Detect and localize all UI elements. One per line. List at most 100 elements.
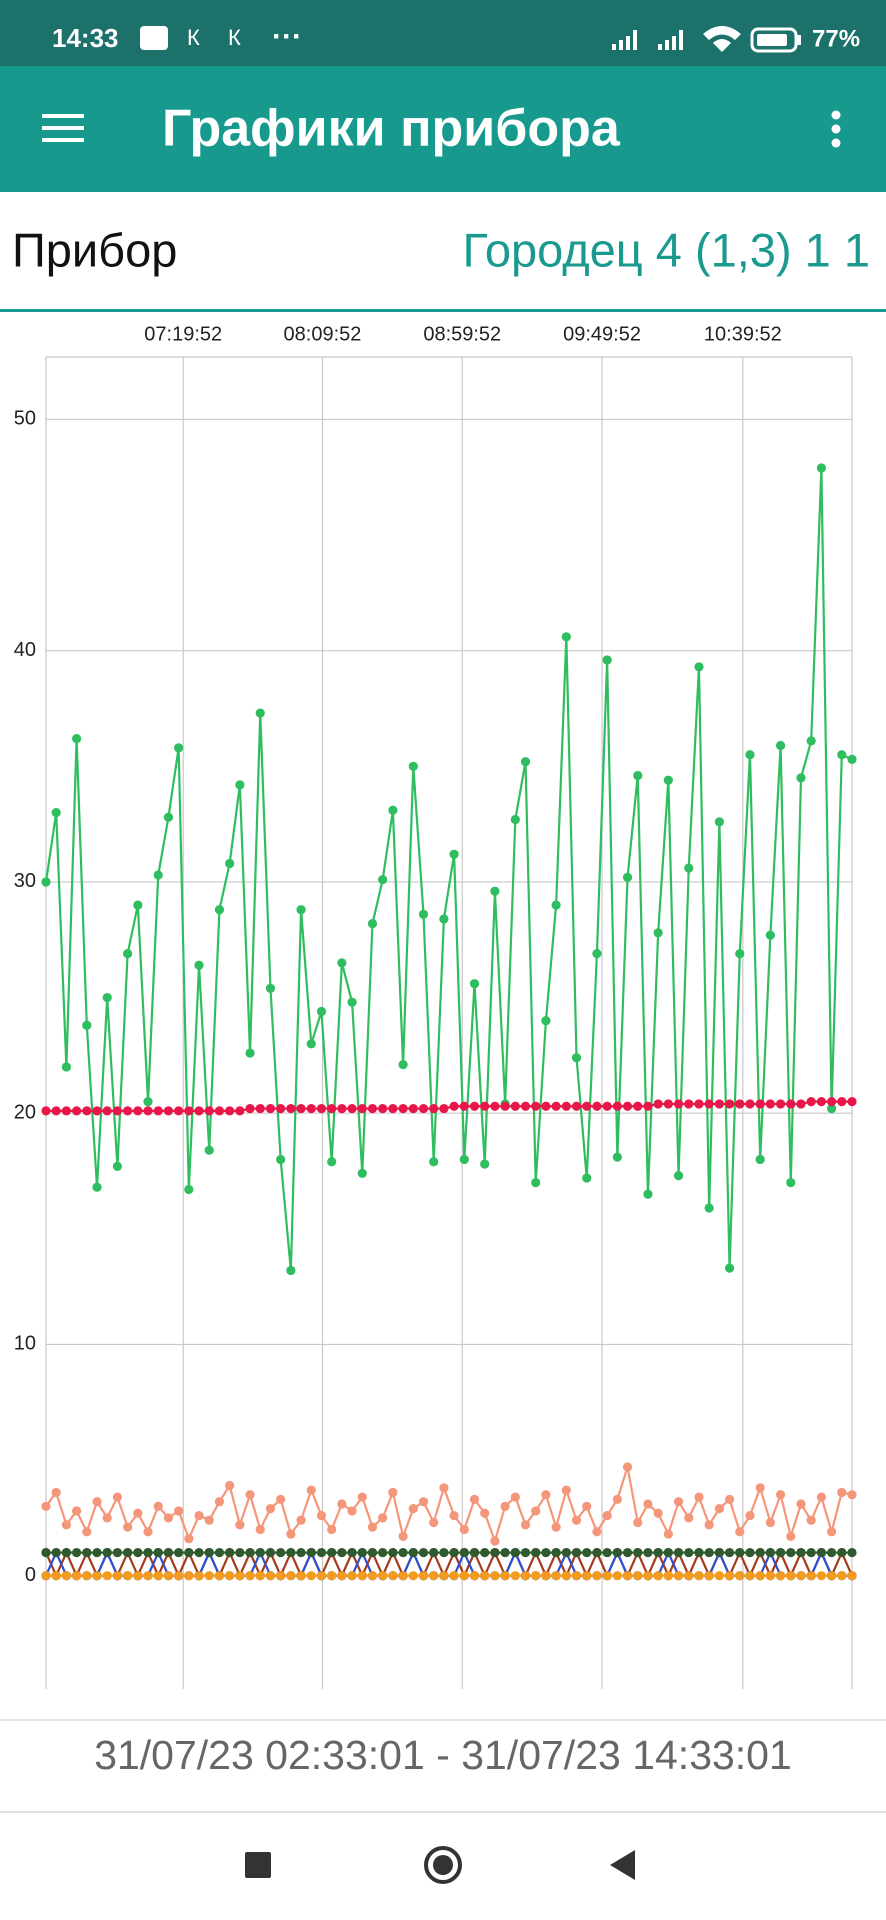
data-point	[704, 1571, 714, 1581]
data-point	[796, 773, 806, 783]
data-point	[184, 1106, 194, 1116]
data-point	[72, 733, 82, 744]
data-point	[225, 1547, 235, 1558]
data-point	[398, 1531, 408, 1541]
x-tick-label: 08:59:52	[423, 323, 501, 345]
data-point	[816, 1571, 826, 1581]
device-value[interactable]: Городец 4 (1,3) 1 1	[463, 223, 870, 276]
data-point	[582, 1547, 592, 1558]
data-point	[439, 1483, 449, 1493]
data-point	[490, 1536, 500, 1546]
data-point	[153, 1501, 163, 1511]
data-point	[796, 1099, 806, 1109]
nav-back[interactable]	[610, 1850, 635, 1880]
data-point	[276, 1571, 286, 1581]
data-point	[367, 1547, 378, 1558]
data-point	[459, 1524, 469, 1535]
data-point	[673, 1099, 684, 1109]
data-point	[633, 770, 643, 781]
data-point	[123, 949, 133, 959]
data-point	[765, 1547, 775, 1558]
data-point	[255, 1524, 265, 1535]
data-point	[571, 1571, 582, 1581]
data-point	[255, 708, 265, 718]
data-point	[531, 1571, 541, 1581]
data-point	[82, 1527, 92, 1537]
divider	[0, 1719, 886, 1721]
data-point	[663, 1571, 673, 1581]
data-point	[235, 1520, 245, 1530]
data-point	[235, 1106, 245, 1116]
data-point	[806, 1097, 816, 1107]
data-point	[510, 814, 520, 825]
data-point	[735, 1547, 745, 1558]
x-tick-label: 07:19:52	[144, 323, 222, 345]
data-point	[796, 1499, 806, 1509]
data-point	[551, 1571, 561, 1581]
data-point	[755, 1483, 765, 1493]
data-point	[163, 812, 174, 822]
data-point	[561, 1547, 571, 1558]
data-point	[418, 1103, 429, 1114]
data-point	[225, 858, 235, 869]
data-point	[163, 1106, 174, 1116]
data-point	[327, 1157, 337, 1167]
data-point	[724, 1263, 735, 1273]
nav-recents[interactable]	[245, 1852, 271, 1878]
time-range[interactable]: 31/07/23 02:33:01 - 31/07/23 14:33:01	[94, 1732, 792, 1778]
data-point	[255, 1103, 265, 1114]
data-point	[194, 1571, 204, 1581]
data-point	[633, 1101, 643, 1111]
data-point	[306, 1039, 316, 1049]
data-point	[133, 900, 143, 910]
data-point	[357, 1492, 367, 1502]
data-point	[684, 1571, 694, 1581]
data-point	[143, 1527, 153, 1537]
data-point	[204, 1547, 214, 1558]
data-point	[510, 1101, 520, 1111]
data-point	[337, 1103, 347, 1114]
data-point	[123, 1522, 133, 1532]
data-point	[602, 1547, 612, 1558]
data-point	[296, 905, 306, 915]
data-point	[786, 1099, 796, 1109]
data-point	[92, 1547, 102, 1558]
data-point	[439, 1103, 449, 1114]
data-point	[418, 1547, 429, 1558]
data-point	[622, 1547, 633, 1558]
data-point	[174, 1547, 184, 1558]
data-point	[327, 1571, 337, 1581]
data-point	[398, 1571, 408, 1581]
x-tick-label: 08:09:52	[284, 323, 362, 345]
data-point	[367, 1571, 378, 1581]
overflow-menu[interactable]	[831, 110, 841, 148]
data-point	[469, 979, 480, 989]
data-point	[306, 1571, 316, 1581]
data-point	[571, 1101, 582, 1111]
data-point	[133, 1547, 143, 1558]
data-point	[541, 1101, 551, 1111]
data-point	[633, 1571, 643, 1581]
y-tick-label: 30	[14, 870, 36, 892]
data-point	[704, 1099, 714, 1109]
data-point	[388, 1487, 398, 1498]
data-point	[51, 807, 61, 818]
data-point	[51, 1547, 61, 1558]
data-point	[204, 1106, 214, 1116]
data-point	[245, 1547, 255, 1558]
data-point	[745, 750, 755, 760]
data-point	[806, 1515, 816, 1525]
data-point	[633, 1517, 643, 1528]
nav-home[interactable]	[424, 1846, 462, 1884]
data-point	[276, 1494, 286, 1504]
menu-button[interactable]	[42, 114, 84, 142]
data-point	[806, 1547, 816, 1558]
data-point	[684, 1099, 694, 1109]
data-point	[82, 1106, 92, 1116]
data-point	[735, 949, 745, 959]
data-point	[408, 1103, 418, 1114]
data-point	[337, 1547, 347, 1558]
data-point	[469, 1101, 480, 1111]
data-point	[684, 1513, 694, 1523]
